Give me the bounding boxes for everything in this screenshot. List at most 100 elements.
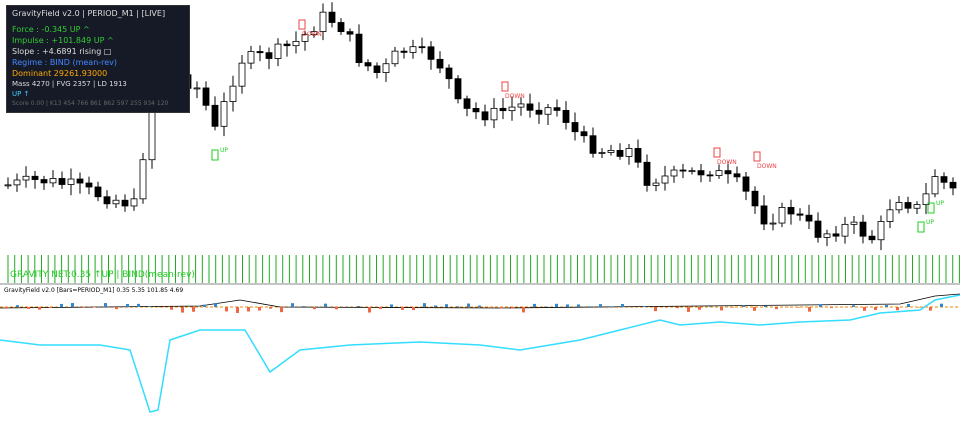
hist-bar bbox=[423, 303, 426, 307]
hist-bar bbox=[71, 303, 74, 307]
hist-bar bbox=[753, 307, 756, 311]
candle-body bbox=[418, 46, 426, 49]
hist-bar bbox=[412, 307, 415, 311]
panel-line: Impulse : +101.849 UP ^ bbox=[12, 36, 114, 45]
candle-body bbox=[517, 103, 525, 108]
candle-body bbox=[148, 107, 156, 161]
hist-bar bbox=[555, 303, 558, 307]
panel-line: Score 0.00 | K13 454 766 861 862 597 255… bbox=[12, 100, 169, 107]
hist-bar bbox=[819, 304, 822, 307]
candle-body bbox=[301, 34, 309, 42]
candle-body bbox=[805, 214, 813, 222]
hist-bar bbox=[93, 307, 96, 308]
hist-bar bbox=[225, 307, 228, 312]
down-marker bbox=[298, 19, 306, 30]
candle-body bbox=[319, 11, 327, 32]
down-marker bbox=[753, 151, 761, 162]
hist-bar bbox=[126, 303, 129, 307]
candle-body bbox=[535, 109, 543, 115]
candle-body bbox=[220, 101, 228, 127]
hist-bar bbox=[797, 307, 800, 308]
hist-bar bbox=[654, 307, 657, 312]
candle-body bbox=[202, 87, 210, 106]
down-label: DOWN bbox=[505, 93, 525, 100]
hist-bar bbox=[764, 305, 767, 307]
candle-body bbox=[733, 173, 741, 178]
candle-body bbox=[742, 176, 750, 192]
panel-line: Slope : +4.6891 rising □ bbox=[12, 47, 112, 56]
up-label: UP bbox=[936, 200, 944, 207]
hist-bar bbox=[137, 303, 140, 307]
hist-bar bbox=[621, 304, 624, 307]
candle-body bbox=[859, 221, 867, 237]
hist-bar bbox=[610, 306, 613, 307]
hist-bar bbox=[742, 305, 745, 307]
hist-bar bbox=[148, 306, 151, 307]
hist-bar bbox=[808, 307, 811, 312]
hist-bar bbox=[929, 307, 932, 311]
hist-bar bbox=[357, 305, 360, 307]
candle-body bbox=[760, 205, 768, 225]
candle-body bbox=[868, 235, 876, 241]
candle-body bbox=[625, 148, 633, 157]
up-label: UP bbox=[926, 219, 934, 226]
hist-bar bbox=[49, 307, 52, 308]
panel-line: UP ↑ bbox=[12, 90, 30, 98]
hist-bar bbox=[467, 303, 470, 307]
hist-bar bbox=[731, 307, 734, 308]
down-marker bbox=[713, 147, 721, 158]
candle-body bbox=[400, 50, 408, 53]
hist-bar bbox=[511, 307, 514, 309]
hist-bar bbox=[247, 307, 250, 312]
candle-body bbox=[823, 233, 831, 238]
candle-body bbox=[337, 22, 345, 33]
hist-bar bbox=[434, 305, 437, 307]
candle-body bbox=[661, 175, 669, 184]
hist-bar bbox=[302, 306, 305, 307]
candle-body bbox=[238, 62, 246, 87]
candle-body bbox=[670, 169, 678, 177]
candle-body bbox=[274, 43, 282, 59]
candle-body bbox=[796, 213, 804, 216]
hist-bar bbox=[181, 307, 184, 313]
candle-body bbox=[13, 179, 21, 186]
candle-body bbox=[589, 135, 597, 154]
candle-body bbox=[481, 111, 489, 121]
candle-body bbox=[310, 31, 318, 35]
candle-body bbox=[391, 50, 399, 65]
hist-bar bbox=[280, 307, 283, 313]
candle-body bbox=[724, 170, 732, 175]
hist-bar bbox=[874, 307, 877, 310]
candle-body bbox=[355, 33, 363, 64]
candle-body bbox=[904, 202, 912, 209]
candle-body bbox=[67, 178, 75, 185]
candle-body bbox=[499, 107, 507, 112]
candle-body bbox=[436, 58, 444, 69]
candle-body bbox=[4, 184, 12, 187]
hist-bar bbox=[896, 307, 899, 311]
candle-body bbox=[697, 170, 705, 176]
hist-bar bbox=[401, 307, 404, 310]
candle-body bbox=[472, 108, 480, 113]
candle-body bbox=[247, 51, 255, 64]
hist-bar bbox=[566, 304, 569, 307]
hist-bar bbox=[588, 306, 591, 307]
hist-bar bbox=[500, 307, 503, 309]
hist-bar bbox=[60, 303, 63, 307]
candle-body bbox=[40, 179, 48, 184]
candle-body bbox=[598, 152, 606, 154]
panel-title: GravityField v2.0 | PERIOD_M1 | [LIVE] bbox=[12, 9, 166, 18]
candle-body bbox=[508, 106, 516, 112]
candle-body bbox=[607, 149, 615, 153]
candle-body bbox=[526, 103, 534, 111]
hist-bar bbox=[38, 307, 41, 310]
candle-body bbox=[445, 67, 453, 80]
hist-bar bbox=[390, 304, 393, 307]
candle-body bbox=[841, 223, 849, 237]
candle-body bbox=[706, 174, 714, 177]
candle-body bbox=[427, 46, 435, 60]
hist-bar bbox=[643, 306, 646, 307]
candle-body bbox=[346, 31, 354, 35]
hist-bar bbox=[236, 307, 239, 313]
